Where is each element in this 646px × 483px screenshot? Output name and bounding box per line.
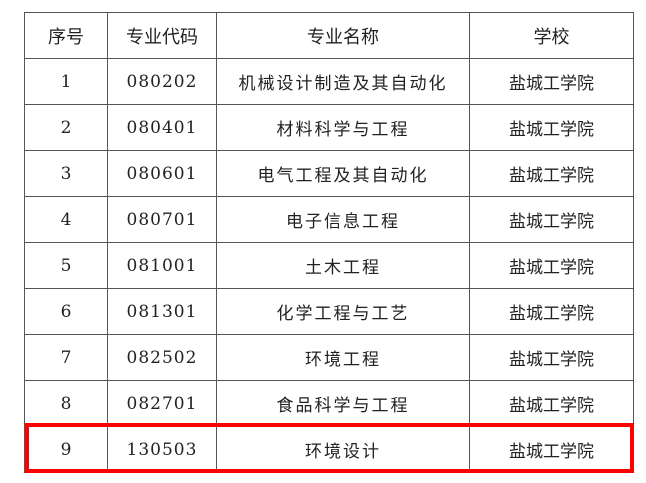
table-row: 2 080401 材料科学与工程 盐城工学院 — [24, 104, 634, 151]
cell-major: 材料科学与工程 — [216, 104, 470, 151]
cell-index: 2 — [24, 104, 108, 151]
cell-major: 机械设计制造及其自动化 — [216, 58, 470, 105]
cell-major: 食品科学与工程 — [216, 380, 470, 427]
cell-school: 盐城工学院 — [469, 150, 634, 197]
cell-index: 6 — [24, 288, 108, 335]
cell-code: 081301 — [107, 288, 217, 335]
table-row: 3 080601 电气工程及其自动化 盐城工学院 — [24, 150, 634, 197]
cell-code: 080401 — [107, 104, 217, 151]
header-code: 专业代码 — [107, 12, 217, 59]
cell-major: 土木工程 — [216, 242, 470, 289]
majors-table: 序号 专业代码 专业名称 学校 1 080202 机械设计制造及其自动化 盐城工学院 2… — [24, 12, 634, 473]
cell-school: 盐城工学院 — [469, 380, 634, 427]
cell-school: 盐城工学院 — [469, 242, 634, 289]
header-index: 序号 — [24, 12, 108, 59]
table-row: 1 080202 机械设计制造及其自动化 盐城工学院 — [24, 58, 634, 105]
table-row: 5 081001 土木工程 盐城工学院 — [24, 242, 634, 289]
cell-major: 环境工程 — [216, 334, 470, 381]
header-school: 学校 — [469, 12, 634, 59]
cell-index: 1 — [24, 58, 108, 105]
cell-index: 9 — [24, 426, 108, 473]
cell-school: 盐城工学院 — [469, 196, 634, 243]
cell-code: 082502 — [107, 334, 217, 381]
cell-school: 盐城工学院 — [469, 104, 634, 151]
cell-index: 5 — [24, 242, 108, 289]
cell-code: 080202 — [107, 58, 217, 105]
highlight-box — [25, 423, 634, 473]
cell-school: 盐城工学院 — [469, 288, 634, 335]
cell-school: 盐城工学院 — [469, 334, 634, 381]
cell-index: 4 — [24, 196, 108, 243]
table-row: 4 080701 电子信息工程 盐城工学院 — [24, 196, 634, 243]
cell-index: 3 — [24, 150, 108, 197]
table-row: 6 081301 化学工程与工艺 盐城工学院 — [24, 288, 634, 335]
cell-school: 盐城工学院 — [469, 58, 634, 105]
cell-code: 080601 — [107, 150, 217, 197]
cell-code: 081001 — [107, 242, 217, 289]
header-row: 序号 专业代码 专业名称 学校 — [24, 12, 634, 59]
table-row: 9 130503 环境设计 盐城工学院 — [24, 426, 634, 473]
header-major: 专业名称 — [216, 12, 470, 59]
cell-major: 电子信息工程 — [216, 196, 470, 243]
table-row: 7 082502 环境工程 盐城工学院 — [24, 334, 634, 381]
cell-code: 080701 — [107, 196, 217, 243]
cell-code: 082701 — [107, 380, 217, 427]
cell-major: 化学工程与工艺 — [216, 288, 470, 335]
cell-index: 8 — [24, 380, 108, 427]
cell-index: 7 — [24, 334, 108, 381]
table-row: 8 082701 食品科学与工程 盐城工学院 — [24, 380, 634, 427]
cell-major: 电气工程及其自动化 — [216, 150, 470, 197]
